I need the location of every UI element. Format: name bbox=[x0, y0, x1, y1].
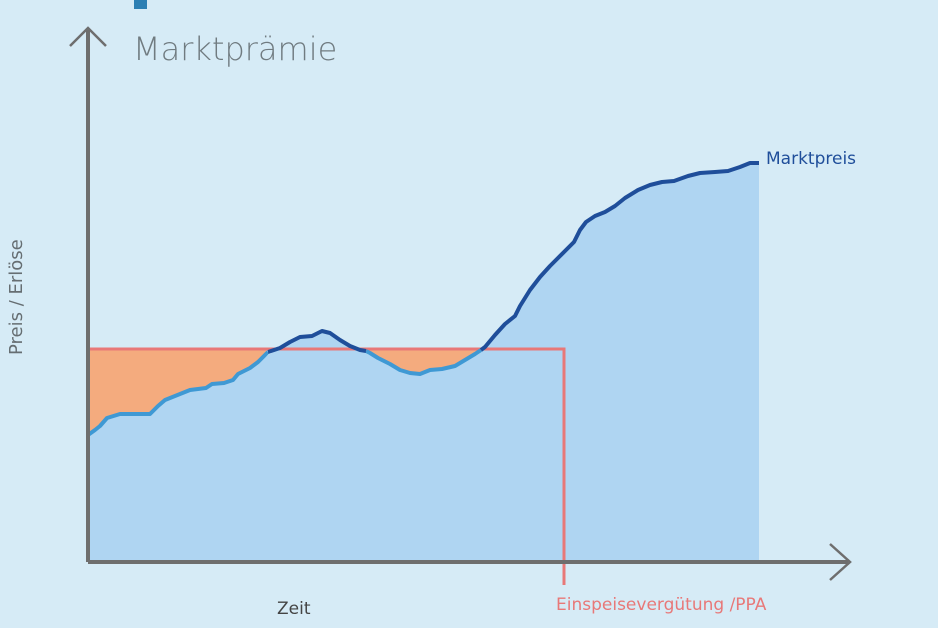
feed-in-tariff-label: Einspeisevergütung /PPA bbox=[556, 595, 767, 615]
diagram-title: Marktprämie bbox=[133, 30, 338, 68]
y-axis-label: Preis / Erlöse bbox=[6, 239, 27, 355]
market-price-curve-dark-hump bbox=[267, 329, 367, 354]
feed-in-tariff-line bbox=[88, 347, 566, 585]
market-price-curve-dark-right bbox=[479, 161, 759, 352]
market-price-label: Marktpreis bbox=[766, 149, 857, 169]
market-price-curve-light-middle bbox=[365, 348, 483, 376]
header-accent-bar bbox=[134, 0, 147, 9]
x-axis-arrowhead bbox=[829, 543, 852, 581]
y-axis-arrowhead bbox=[69, 26, 107, 47]
premium-area-middle bbox=[362, 349, 481, 374]
market-price-area bbox=[88, 163, 759, 562]
market-price-curve-light-left bbox=[86, 350, 270, 437]
x-axis-label: Zeit bbox=[277, 599, 311, 619]
